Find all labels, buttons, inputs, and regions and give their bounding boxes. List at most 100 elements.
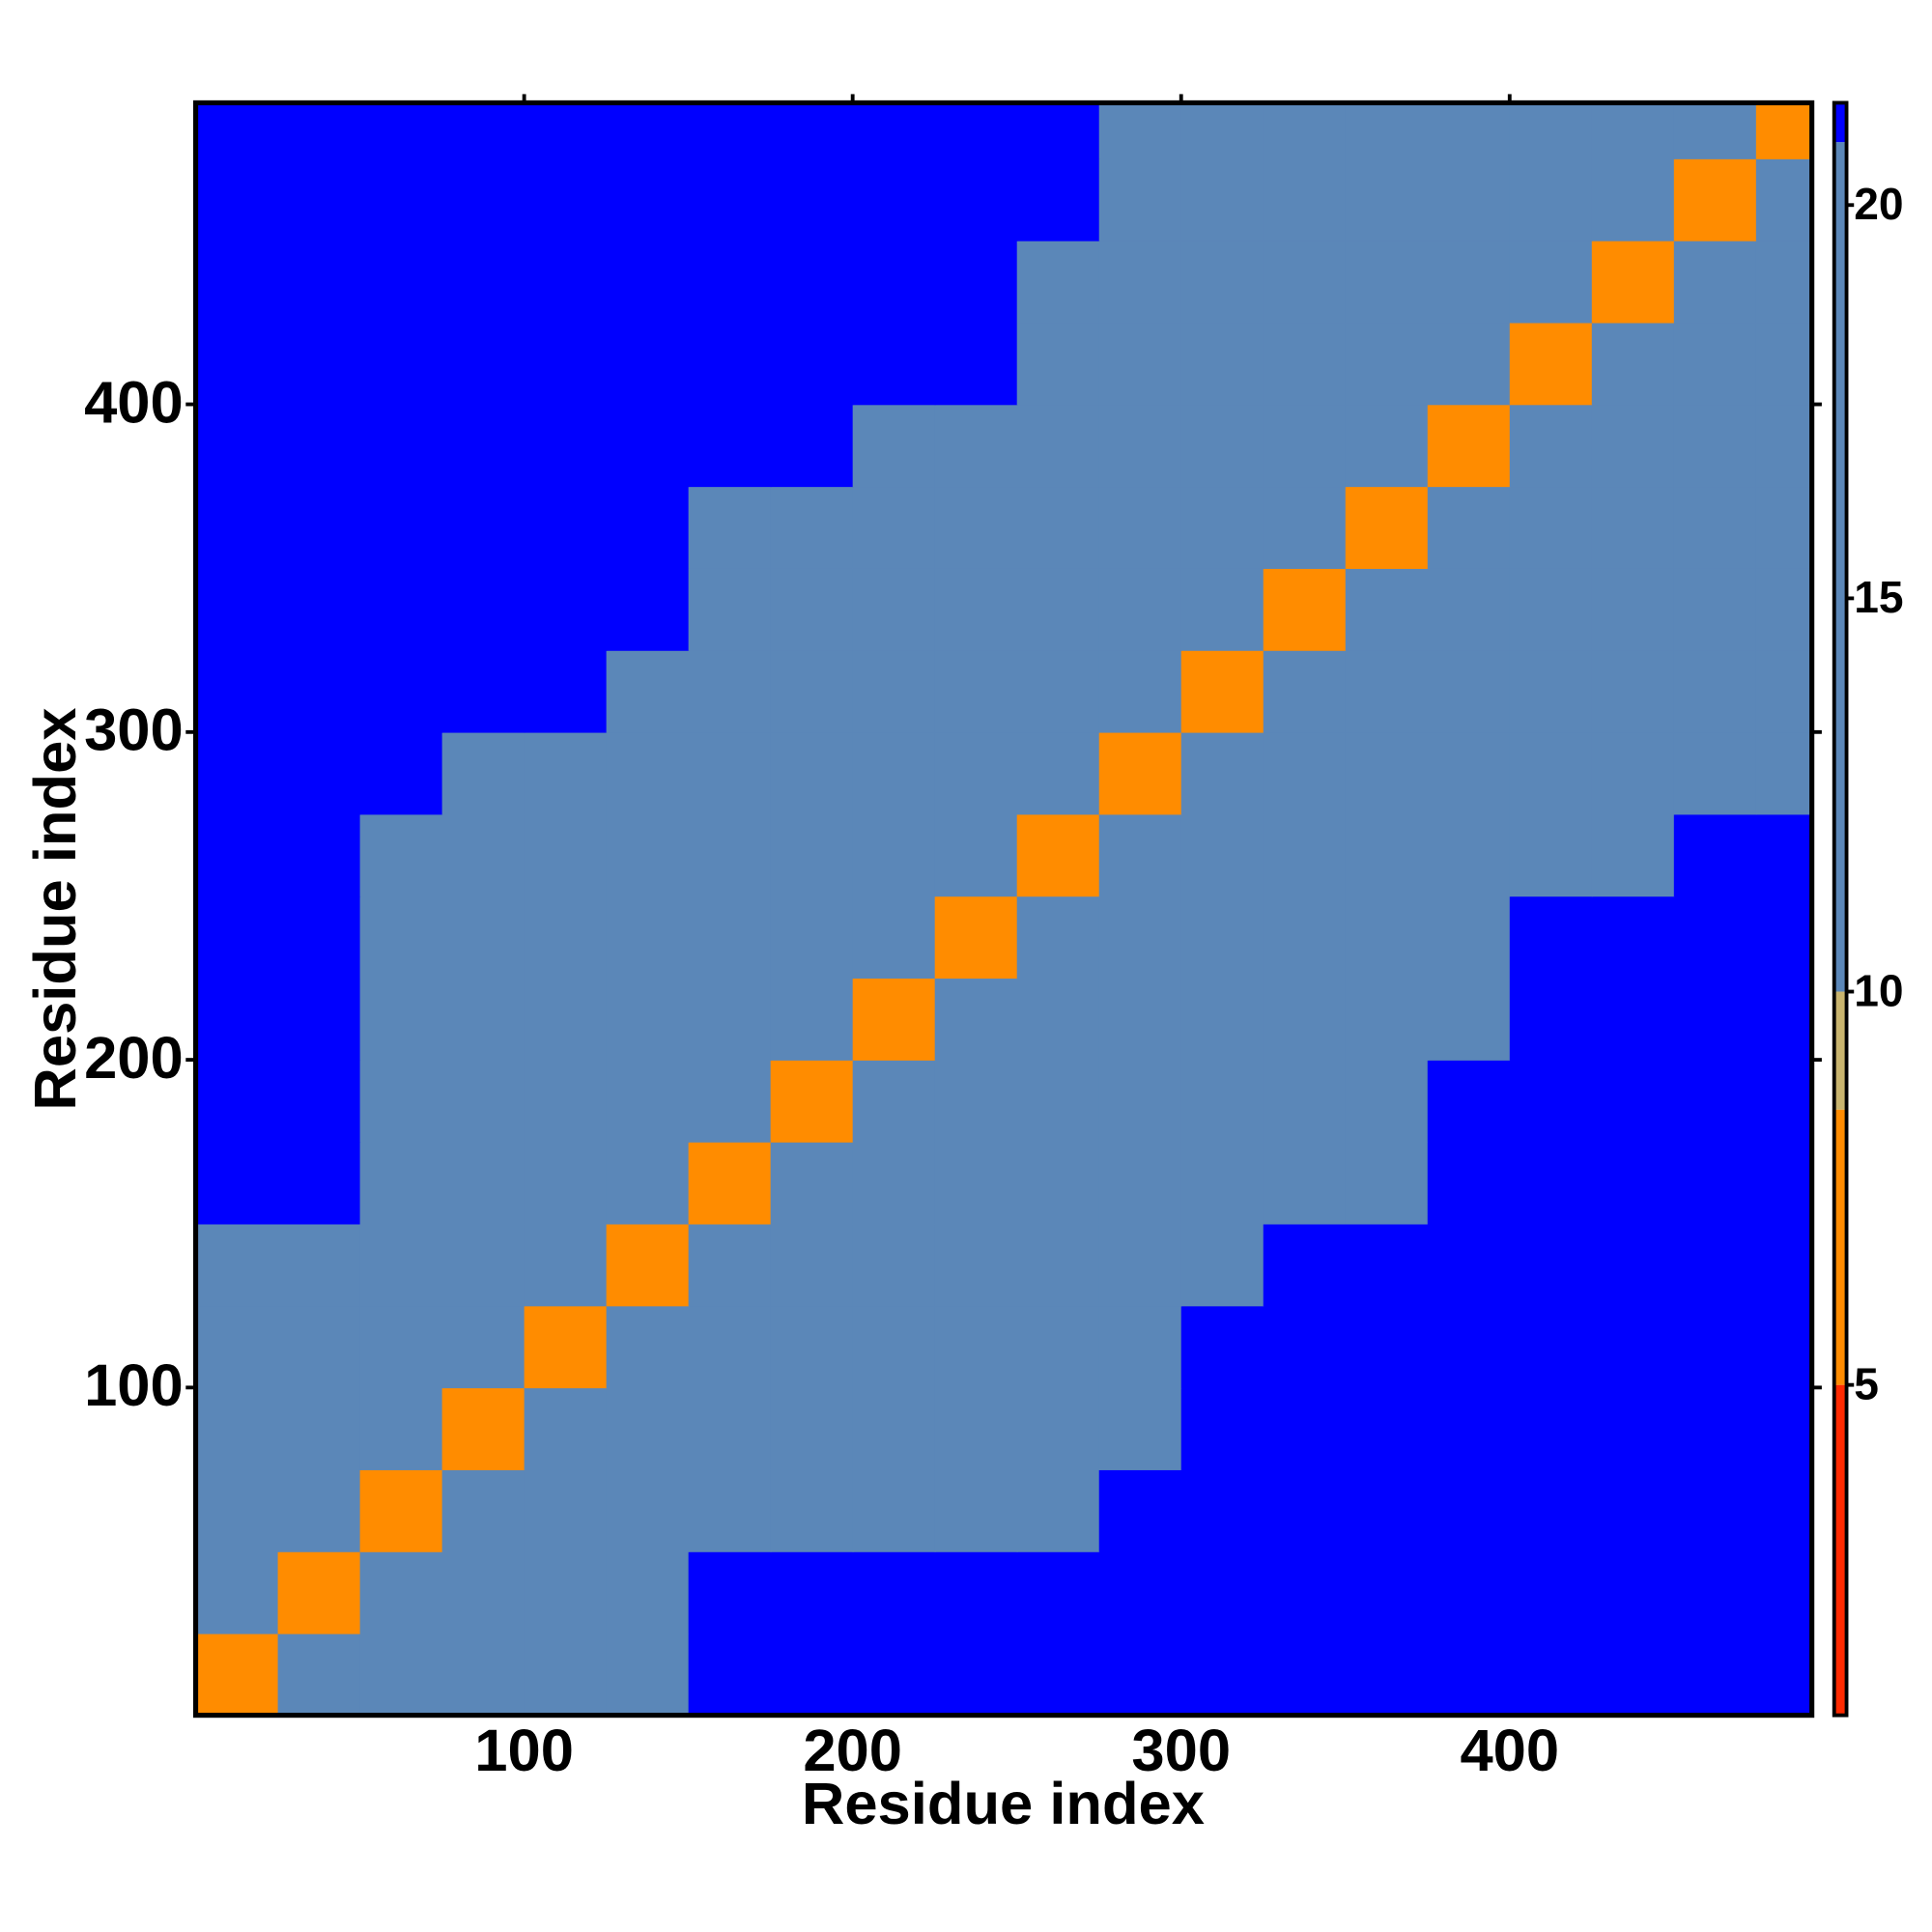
heatmap-cell [770,978,854,1061]
heatmap-cell [1591,322,1675,406]
heatmap-cell [1016,1305,1100,1389]
heatmap-cell [1345,1223,1429,1307]
heatmap-cell [1509,404,1593,488]
heatmap-cell [1755,1305,1813,1389]
heatmap-cell [770,102,854,159]
heatmap-cell [1509,1305,1593,1389]
heatmap-cell [1755,102,1813,159]
heatmap-cell [852,1387,936,1470]
heatmap-cell [934,1141,1018,1225]
heatmap-cell [1016,1469,1100,1552]
heatmap-cell [1591,568,1675,651]
heatmap-cell [1673,404,1757,488]
heatmap-cell [359,240,443,324]
heatmap-cell [277,1141,361,1225]
heatmap-cell [1591,731,1675,815]
heatmap-cell [1180,1141,1264,1225]
heatmap-cell [606,404,690,488]
heatmap-cell [1180,1060,1264,1143]
y-tick-label: 300 [84,697,184,764]
y-tick-label: 100 [84,1352,184,1419]
colorbar-tick-label: 15 [1854,572,1903,622]
heatmap-cell [852,158,936,242]
heatmap-cell [934,240,1018,324]
heatmap-cell [934,1060,1018,1143]
heatmap-cell [1427,1551,1511,1634]
heatmap-cell [524,404,608,488]
y-axis-title: Residue index [22,707,89,1110]
heatmap-cell [1345,731,1429,815]
heatmap-cell [524,1060,608,1143]
heatmap-cell [195,158,279,242]
heatmap-cell [1673,1469,1757,1552]
heatmap-cell [1098,404,1182,488]
heatmap-cell [277,568,361,651]
heatmap-cell [852,1223,936,1307]
heatmap-cell [1673,1551,1757,1634]
heatmap-cell [277,895,361,980]
heatmap-cell [1263,1223,1347,1307]
heatmap-cell [1180,240,1264,324]
heatmap-cell [688,404,772,488]
heatmap-cell [1345,1141,1429,1225]
heatmap-cell [277,1060,361,1143]
heatmap-cell [1427,813,1511,897]
heatmap-cell [1755,731,1813,815]
heatmap-cell [606,731,690,815]
heatmap-cell [1591,978,1675,1061]
heatmap-cell [770,404,854,488]
heatmap-cell [1427,1223,1511,1307]
heatmap-cell [441,1387,526,1470]
heatmap-cell [1755,568,1813,651]
heatmap-cell [934,102,1018,159]
heatmap-cell [770,240,854,324]
heatmap-cell [1016,1633,1100,1717]
heatmap-cell [1345,240,1429,324]
heatmap-cell [852,568,936,651]
heatmap-cell [1755,1469,1813,1552]
heatmap-cell [1755,1633,1813,1717]
heatmap-cell [195,1633,279,1717]
heatmap-cell [1755,158,1813,242]
heatmap-cell [1673,813,1757,897]
x-tick-label: 300 [1131,1718,1231,1784]
heatmap-cell [688,1387,772,1470]
heatmap-cell [1591,102,1675,159]
heatmap-cell [1016,404,1100,488]
heatmap-cell [1427,1060,1511,1143]
heatmap-cell [606,978,690,1061]
heatmap-cell [1016,158,1100,242]
heatmap-cell [1263,322,1347,406]
heatmap-cell [1180,1305,1264,1389]
heatmap-cell [441,1060,526,1143]
heatmap-cell [1345,649,1429,733]
heatmap-cell [441,1469,526,1552]
heatmap-cell [1263,895,1347,980]
colorbar-segment [1833,991,1847,1110]
colorbar-tick-label: 20 [1854,179,1903,229]
heatmap-cell [1345,813,1429,897]
heatmap-cell [934,731,1018,815]
heatmap-cell [1263,1633,1347,1717]
heatmap-cell [1098,158,1182,242]
heatmap-cell [688,1141,772,1225]
heatmap-cell [524,649,608,733]
heatmap-cell [277,322,361,406]
heatmap-cell [524,813,608,897]
heatmap-cell [195,649,279,733]
heatmap-cell [1427,322,1511,406]
heatmap-cell [770,1551,854,1634]
heatmap-cell [1591,1305,1675,1389]
heatmap-cell [606,813,690,897]
heatmap-cell [688,1060,772,1143]
heatmap-cell [1673,1387,1757,1470]
heatmap-cell [1427,895,1511,980]
heatmap-cell [1509,1060,1593,1143]
heatmap-cell [195,1387,279,1470]
heatmap-cell [1098,731,1182,815]
y-tick-label: 400 [84,369,184,436]
heatmap-cell [277,731,361,815]
heatmap-cell [852,404,936,488]
heatmap-cell [1345,1633,1429,1717]
